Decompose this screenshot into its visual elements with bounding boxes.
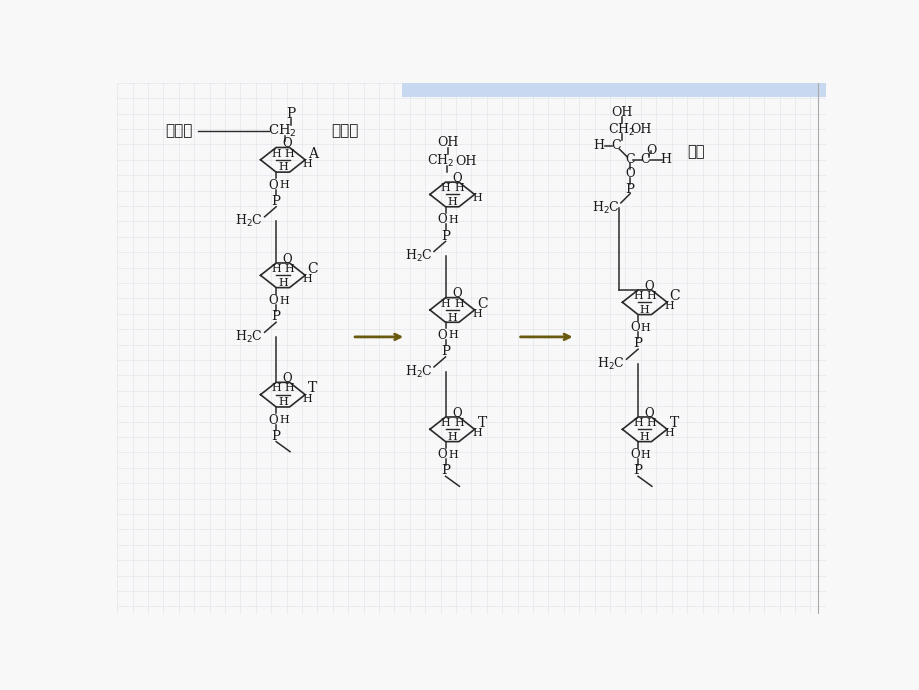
Text: O: O: [437, 329, 447, 342]
Text: C: C: [669, 289, 679, 303]
Text: H: H: [447, 432, 457, 442]
Text: O: O: [451, 287, 461, 300]
Text: P: P: [633, 464, 641, 477]
Text: H: H: [271, 384, 280, 393]
Text: H: H: [302, 159, 312, 168]
Text: 磷脂键: 磷脂键: [165, 124, 192, 138]
Text: H: H: [302, 393, 312, 404]
Text: OH: OH: [610, 106, 631, 119]
Text: H$_2$C: H$_2$C: [591, 199, 618, 215]
Text: H$_2$C: H$_2$C: [404, 248, 432, 264]
Text: CH$_2$: CH$_2$: [426, 153, 454, 169]
Text: O: O: [630, 448, 639, 461]
Text: C: C: [476, 297, 487, 310]
Text: O: O: [644, 406, 653, 420]
Text: P: P: [440, 464, 449, 477]
Text: H: H: [659, 153, 670, 166]
Text: H: H: [454, 418, 463, 428]
Text: P: P: [625, 183, 634, 195]
Text: CH$_2$: CH$_2$: [268, 124, 297, 139]
Text: H: H: [440, 184, 449, 193]
Text: P: P: [440, 230, 449, 242]
Text: O: O: [282, 137, 292, 150]
Text: O: O: [268, 179, 278, 192]
Text: O: O: [646, 144, 656, 157]
Text: H: H: [664, 301, 674, 311]
Text: H$_2$C: H$_2$C: [235, 213, 263, 230]
Text: H$_2$C: H$_2$C: [596, 356, 624, 372]
Text: H: H: [471, 428, 482, 438]
Text: OH: OH: [630, 124, 651, 136]
Text: O: O: [625, 167, 634, 180]
Text: O: O: [437, 448, 447, 461]
Text: H: H: [440, 418, 449, 428]
Text: P: P: [440, 345, 449, 358]
Text: H$_2$C: H$_2$C: [404, 364, 432, 380]
Text: C: C: [640, 153, 650, 166]
Text: H: H: [278, 397, 288, 407]
Text: P: P: [271, 430, 280, 443]
Text: C: C: [611, 139, 620, 152]
Text: H: H: [471, 309, 482, 319]
Text: O: O: [644, 279, 653, 293]
Text: H$_2$C: H$_2$C: [235, 329, 263, 345]
Text: H: H: [302, 274, 312, 284]
Text: H: H: [285, 264, 294, 274]
Text: OH: OH: [455, 155, 476, 168]
Text: H: H: [447, 197, 457, 207]
Text: H: H: [454, 184, 463, 193]
Text: 糖苷键: 糖苷键: [331, 124, 357, 138]
Text: P: P: [286, 106, 295, 121]
Text: H: H: [632, 418, 642, 428]
Text: P: P: [271, 195, 280, 208]
Text: H: H: [278, 180, 289, 190]
Text: H: H: [271, 264, 280, 274]
Text: H: H: [285, 384, 294, 393]
Text: O: O: [268, 413, 278, 426]
Text: T: T: [477, 416, 486, 430]
Text: H: H: [641, 323, 650, 333]
Text: O: O: [630, 321, 639, 334]
Text: O: O: [282, 372, 292, 385]
Text: C: C: [307, 262, 318, 276]
Text: P: P: [271, 310, 280, 324]
Text: H: H: [641, 450, 650, 460]
Text: O: O: [282, 253, 292, 266]
Text: OH: OH: [437, 137, 459, 149]
Text: 醛基: 醛基: [686, 145, 704, 159]
Text: H: H: [448, 450, 458, 460]
Text: H: H: [646, 291, 656, 301]
Text: H: H: [646, 418, 656, 428]
Text: C: C: [625, 153, 634, 166]
Text: H: H: [640, 432, 649, 442]
Text: O: O: [451, 406, 461, 420]
Text: H: H: [278, 296, 289, 306]
Text: O: O: [437, 213, 447, 226]
Text: H: H: [278, 415, 289, 425]
Text: H: H: [278, 163, 288, 172]
Text: H: H: [285, 148, 294, 159]
Text: A: A: [308, 147, 318, 161]
Text: O: O: [451, 172, 461, 185]
Text: H: H: [271, 148, 280, 159]
Text: T: T: [308, 382, 317, 395]
Text: H: H: [447, 313, 457, 323]
Text: H: H: [278, 278, 288, 288]
Text: H: H: [632, 291, 642, 301]
Text: H: H: [640, 305, 649, 315]
Text: H: H: [471, 193, 482, 204]
Bar: [402, 83, 825, 97]
Text: H: H: [448, 331, 458, 340]
Text: T: T: [669, 416, 678, 430]
Text: P: P: [633, 337, 641, 351]
Text: H: H: [454, 299, 463, 309]
Text: H: H: [664, 428, 674, 438]
Text: H: H: [593, 139, 603, 152]
Text: CH$_2$: CH$_2$: [607, 121, 634, 138]
Text: H: H: [448, 215, 458, 225]
Text: H: H: [440, 299, 449, 309]
Text: O: O: [268, 294, 278, 307]
